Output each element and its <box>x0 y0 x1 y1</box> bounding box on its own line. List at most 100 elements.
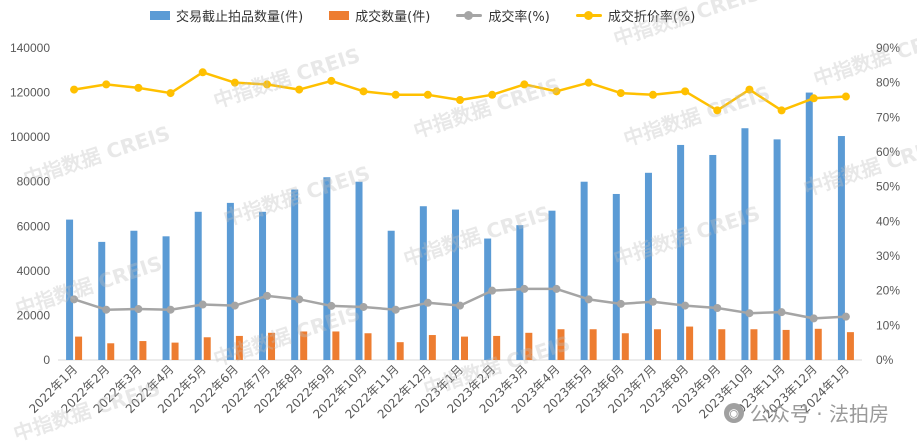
point-discount-rate <box>327 76 336 85</box>
y-right-tick-label: 40% <box>876 214 900 228</box>
point-deal-rate <box>359 302 368 311</box>
bar-auction-count <box>162 236 170 360</box>
point-discount-rate <box>520 80 529 89</box>
point-discount-rate <box>359 87 368 96</box>
bar-deal-count <box>268 332 276 360</box>
point-discount-rate <box>263 80 272 89</box>
point-discount-rate <box>809 94 818 103</box>
point-deal-rate <box>456 301 464 310</box>
corner-watermark-text: 公众号 · 法拍房 <box>749 402 889 426</box>
y-right-tick-label: 0% <box>876 353 894 367</box>
bar-deal-count <box>750 329 758 360</box>
point-discount-rate <box>616 89 625 98</box>
point-deal-rate <box>391 305 400 314</box>
legend-item-deal-rate: 成交率(%) <box>456 6 550 25</box>
wechat-icon: ◉ <box>723 402 744 423</box>
point-deal-rate <box>681 301 690 310</box>
y-left-tick-label: 0 <box>43 353 50 367</box>
point-discount-rate <box>488 90 497 99</box>
bar-auction-count <box>259 211 267 360</box>
bar-deal-count <box>107 343 115 360</box>
y-right-tick-label: 60% <box>876 145 900 159</box>
bar-deal-count <box>203 337 211 360</box>
bar-auction-count <box>773 139 781 360</box>
line-discount-rate <box>73 71 846 112</box>
bar-deal-count <box>782 329 790 360</box>
point-deal-rate <box>295 295 304 304</box>
point-deal-rate <box>713 304 722 312</box>
bar-auction-count <box>98 241 106 360</box>
corner-watermark: ◉ 公众号 · 法拍房 <box>723 398 889 427</box>
point-discount-rate <box>295 85 304 94</box>
bar-deal-count <box>171 342 179 360</box>
legend-label: 成交数量(件) <box>355 10 431 25</box>
bar-auction-count <box>580 181 588 360</box>
point-discount-rate <box>423 90 432 99</box>
point-discount-rate <box>841 92 850 101</box>
legend-item-auction-count: 交易截止拍品数量(件) <box>150 6 303 25</box>
y-right-tick-label: 20% <box>876 284 900 298</box>
bar-deal-count <box>139 341 147 360</box>
y-right-tick-label: 80% <box>876 76 900 90</box>
point-deal-rate <box>616 299 625 308</box>
y-right-tick-label: 70% <box>876 110 900 124</box>
bar-auction-count <box>484 238 492 360</box>
bar-auction-count <box>677 144 685 360</box>
point-deal-rate <box>552 284 561 293</box>
y-left-tick-label: 80000 <box>17 175 51 189</box>
point-discount-rate <box>745 85 754 94</box>
point-deal-rate <box>777 308 786 317</box>
bar-auction-count <box>612 193 620 360</box>
point-deal-rate <box>584 295 593 304</box>
y-left-tick-label: 40000 <box>17 264 51 278</box>
y-left-tick-label: 20000 <box>17 308 51 322</box>
bar-auction-count <box>644 172 652 360</box>
y-left-tick-label: 100000 <box>10 130 50 144</box>
point-deal-rate <box>423 298 432 307</box>
point-deal-rate <box>230 301 239 310</box>
bar-auction-count <box>387 230 395 360</box>
bar-auction-count <box>194 211 202 360</box>
bar-deal-count <box>589 329 597 360</box>
point-discount-rate <box>134 83 143 92</box>
bar-deal-count <box>525 332 533 360</box>
bar-deal-count <box>621 333 629 360</box>
y-right-tick-label: 50% <box>876 180 900 194</box>
point-discount-rate <box>584 78 593 87</box>
point-discount-rate <box>777 106 786 115</box>
point-deal-rate <box>520 284 529 293</box>
bar-deal-count <box>686 326 694 360</box>
bar-deal-count <box>75 336 83 360</box>
point-deal-rate <box>102 305 111 314</box>
bar-deal-count <box>332 331 340 360</box>
bar-deal-count <box>235 335 243 360</box>
legend-item-deal-count: 成交数量(件) <box>329 6 430 25</box>
bar-deal-count <box>814 328 822 360</box>
bar-auction-count <box>837 136 845 360</box>
bar-deal-count <box>718 329 726 360</box>
point-discount-rate <box>70 85 79 94</box>
bar-deal-count <box>300 331 308 360</box>
point-deal-rate <box>745 309 754 318</box>
bar-auction-count <box>805 92 813 361</box>
point-discount-rate <box>166 89 175 98</box>
y-left-tick-label: 60000 <box>17 219 51 233</box>
bar-deal-count <box>846 332 854 360</box>
bar-auction-count <box>291 189 299 360</box>
bar-deal-count <box>653 329 661 360</box>
point-discount-rate <box>198 68 207 77</box>
bar-auction-count <box>226 202 234 360</box>
legend-swatch-blue <box>150 11 170 20</box>
legend-label: 成交折价率(%) <box>607 10 696 25</box>
bar-auction-count <box>516 225 524 360</box>
point-deal-rate <box>134 305 143 314</box>
point-deal-rate <box>327 301 336 310</box>
point-discount-rate <box>552 87 561 96</box>
point-deal-rate <box>198 300 207 309</box>
bar-deal-count <box>557 329 565 360</box>
y-left-tick-label: 120000 <box>10 86 50 100</box>
bar-auction-count <box>548 210 556 360</box>
bar-deal-count <box>364 333 372 360</box>
point-discount-rate <box>456 96 464 104</box>
